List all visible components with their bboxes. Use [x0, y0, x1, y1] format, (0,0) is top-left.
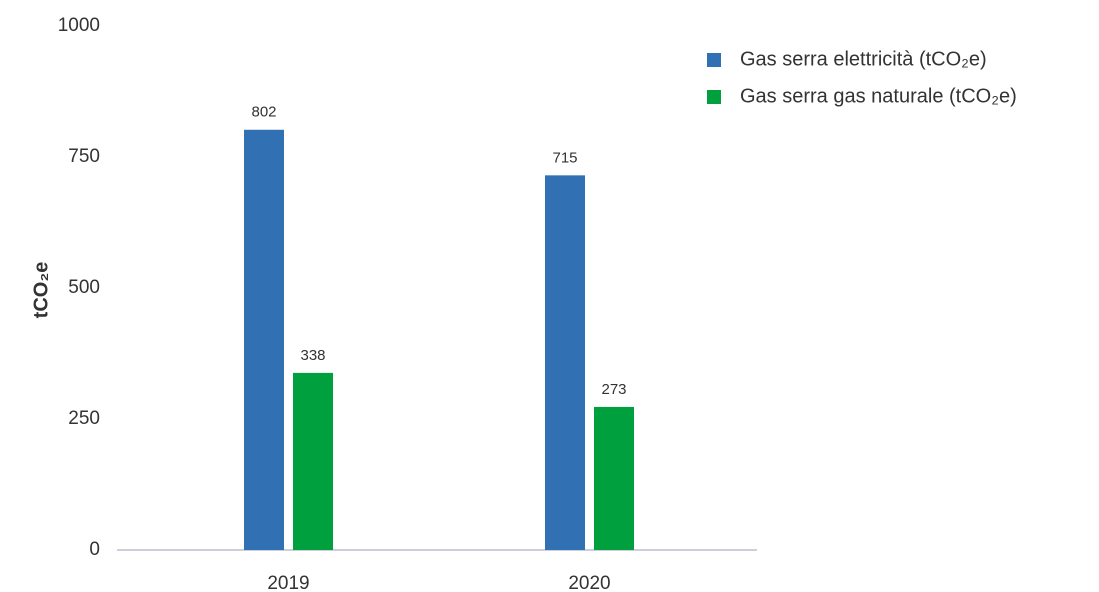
- value-label: 338: [300, 347, 325, 364]
- value-label: 715: [552, 149, 577, 166]
- legend-swatch: [707, 90, 721, 104]
- y-tick-label: 750: [68, 146, 100, 167]
- bar: [594, 406, 634, 550]
- y-tick-label: 500: [68, 277, 100, 298]
- x-tick-label: 2019: [267, 573, 309, 592]
- bar: [293, 372, 333, 550]
- value-label: 802: [251, 104, 276, 121]
- y-tick-label: 250: [68, 408, 100, 429]
- value-label: 273: [601, 381, 626, 398]
- legend-label: Gas serra elettricità (tCO₂e): [740, 48, 987, 70]
- y-axis-label: tCO₂e: [30, 262, 52, 319]
- legend-swatch: [707, 53, 721, 67]
- bar: [244, 129, 284, 550]
- bar: [545, 175, 585, 550]
- x-tick-label: 2020: [568, 573, 610, 592]
- y-tick-label: 0: [89, 539, 100, 560]
- y-tick-label: 1000: [58, 15, 100, 36]
- legend-label: Gas serra gas naturale (tCO₂e): [740, 85, 1017, 107]
